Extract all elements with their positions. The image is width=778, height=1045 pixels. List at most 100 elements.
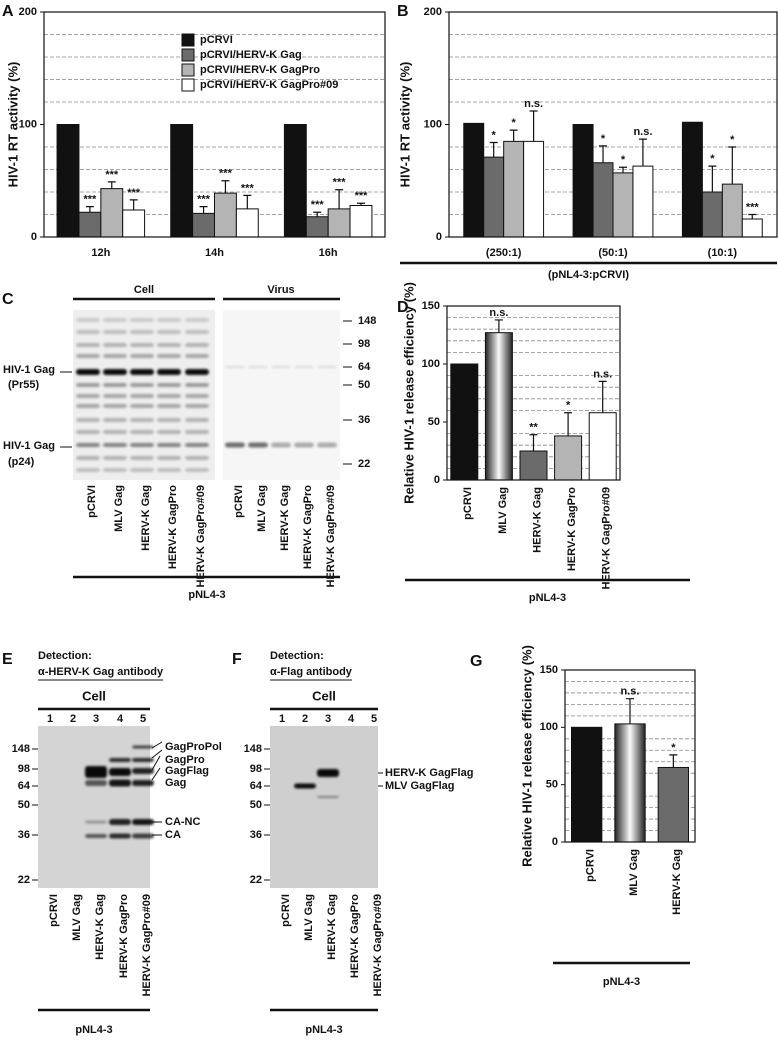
bar: [588, 412, 617, 481]
bar: [592, 162, 614, 238]
error-bar: [529, 434, 538, 451]
lane-number: 2: [302, 713, 308, 725]
lane-label: HERV-K GagPro: [349, 894, 361, 978]
y-tick-label: 50: [546, 779, 558, 791]
lane-label: MLV Gag: [256, 485, 268, 532]
size-marker: 148: [358, 315, 376, 327]
blot-band: [103, 383, 127, 387]
blot-band: [130, 330, 154, 334]
band-label: HERV-K GagFlag: [385, 767, 473, 779]
band-tick: [151, 749, 163, 759]
blot-band: [130, 394, 154, 398]
blot-band: [130, 468, 154, 472]
blot-band: [317, 366, 337, 368]
y-tick-label: 200: [424, 6, 442, 18]
blot-band: [132, 745, 154, 749]
error-bar: [313, 211, 322, 217]
blot-band: [185, 418, 209, 422]
blot-band: [317, 796, 339, 798]
blot-band: [109, 833, 131, 839]
band-label: Gag: [165, 777, 186, 789]
x-tick-label: 14h: [205, 247, 224, 259]
size-marker: 98: [250, 763, 262, 775]
detection-label: Detection:: [270, 650, 324, 662]
size-marker: 148: [12, 743, 30, 755]
plot-frame: [43, 11, 386, 238]
blot-band: [130, 354, 154, 358]
bar: [503, 140, 525, 238]
blot-band: [76, 443, 100, 447]
error-bar: [708, 165, 717, 192]
blot-band: [103, 343, 127, 347]
y-axis-label: Relative HIV-1 release efficiency (%): [401, 282, 416, 504]
blot-band: [157, 430, 181, 434]
size-marker: 98: [18, 763, 30, 775]
lane-label: MLV Gag: [113, 485, 125, 532]
significance-label: ***: [333, 177, 347, 189]
x-tick-label: HERV-K GagPro: [566, 487, 578, 571]
bar: [612, 172, 634, 238]
blot-band: [76, 418, 100, 422]
size-marker: 22: [250, 874, 262, 886]
y-tick-label: 100: [19, 118, 37, 130]
blot-band: [109, 758, 131, 762]
error-bar: [494, 319, 503, 333]
plot-frame: [564, 669, 696, 843]
band-label: GagFlag: [165, 765, 209, 777]
bar: [681, 121, 703, 238]
blot-band: [157, 369, 181, 375]
panel-label: C: [2, 291, 14, 308]
blot-band: [76, 330, 100, 334]
blot-band: [157, 468, 181, 472]
bar: [523, 140, 545, 238]
size-marker: 50: [358, 379, 370, 391]
group-label: Virus: [267, 284, 294, 296]
blot-band: [76, 383, 100, 387]
blot-band: [157, 330, 181, 334]
blot-band: [157, 383, 181, 387]
blot-band: [132, 819, 154, 825]
y-tick-label: 0: [436, 231, 442, 243]
blot-band: [157, 318, 181, 322]
lane-label: MLV Gag: [71, 894, 83, 941]
size-marker: 50: [250, 799, 262, 811]
group-label: Cell: [134, 284, 154, 296]
error-bar: [598, 380, 607, 413]
blot-band: [185, 383, 209, 387]
blot-band: [185, 369, 209, 375]
x-tick-label: 12h: [91, 247, 110, 259]
blot-band: [130, 430, 154, 434]
blot-band: [248, 366, 268, 368]
significance-label: **: [529, 422, 538, 434]
blot-band: [294, 366, 314, 368]
error-bar: [728, 146, 737, 185]
x-axis-label: pNL4-3: [188, 589, 225, 601]
blot-band: [185, 430, 209, 434]
legend-swatch: [181, 78, 195, 92]
blot-band: [294, 442, 314, 448]
blot-band: [103, 430, 127, 434]
bar: [657, 766, 690, 843]
size-marker: 36: [358, 414, 370, 426]
bar: [614, 723, 646, 843]
band-label: (Pr55): [8, 379, 40, 391]
x-axis-label: pNL4-3: [75, 1024, 112, 1036]
group-label: Cell: [312, 688, 336, 703]
lane-label: pCRVI: [86, 485, 98, 518]
blot-band: [294, 783, 316, 789]
blot-band: [76, 394, 100, 398]
y-tick-label: 100: [424, 118, 442, 130]
significance-label: *: [492, 129, 497, 141]
x-tick-label: (250:1): [486, 247, 522, 259]
blot-band: [103, 443, 127, 447]
band-label: CA: [165, 829, 181, 841]
error-bar: [748, 213, 757, 219]
blot-band: [271, 366, 291, 368]
bar: [721, 183, 743, 238]
significance-label: ***: [83, 194, 97, 206]
y-tick-label: 100: [540, 721, 558, 733]
blot-band: [76, 468, 100, 472]
bar: [305, 216, 329, 238]
blot-band: [317, 769, 339, 777]
blot-band: [76, 318, 100, 322]
